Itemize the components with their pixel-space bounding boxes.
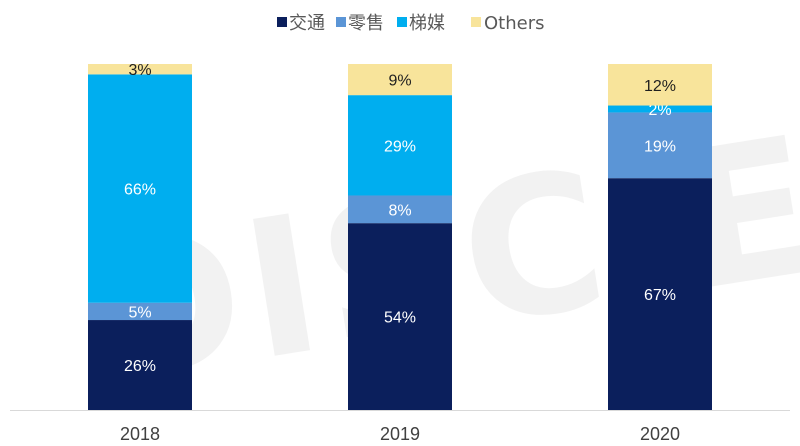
legend-swatch-3 (397, 17, 407, 27)
data-label-2018-3: 66% (124, 182, 156, 199)
x-tick-label-2019: 2019 (380, 424, 420, 444)
bar-segment-2020-1 (608, 178, 712, 410)
bar-segment-2018-1 (88, 320, 192, 410)
x-tick-label-2020: 2020 (640, 424, 680, 444)
bar-segment-2018-4 (88, 64, 192, 75)
bar-segment-2020-3 (608, 105, 712, 113)
bar-segment-2018-3 (88, 74, 192, 303)
legend-swatch-2 (336, 17, 346, 27)
data-label-2018-4: 3% (128, 62, 151, 79)
bar-segment-2019-2 (348, 195, 452, 224)
data-label-2019-2: 8% (388, 202, 411, 219)
data-label-2020-3: 2% (648, 102, 671, 119)
data-label-2020-2: 19% (644, 138, 676, 155)
data-label-2020-4: 12% (644, 78, 676, 95)
legend-label-4: Others (484, 13, 545, 34)
data-label-2018-1: 26% (124, 358, 156, 375)
data-label-2018-2: 5% (128, 304, 151, 321)
bar-segment-2019-3 (348, 95, 452, 196)
legend-label-3: 梯媒 (409, 13, 445, 34)
bar-segment-2019-1 (348, 223, 452, 410)
data-label-2019-4: 9% (388, 73, 411, 90)
bar-segment-2018-2 (88, 302, 192, 321)
bar-segment-2020-2 (608, 112, 712, 179)
legend-swatch-1 (277, 17, 287, 27)
data-label-2020-1: 67% (644, 287, 676, 304)
data-label-2019-1: 54% (384, 310, 416, 327)
legend-swatch-4 (471, 17, 481, 27)
bar-segment-2020-4 (608, 64, 712, 106)
x-tick-label-2018: 2018 (120, 424, 160, 444)
legend-label-1: 交通 (289, 13, 325, 34)
bar-segment-2019-4 (348, 64, 452, 96)
data-label-2019-3: 29% (384, 138, 416, 155)
legend-label-2: 零售 (348, 13, 384, 34)
